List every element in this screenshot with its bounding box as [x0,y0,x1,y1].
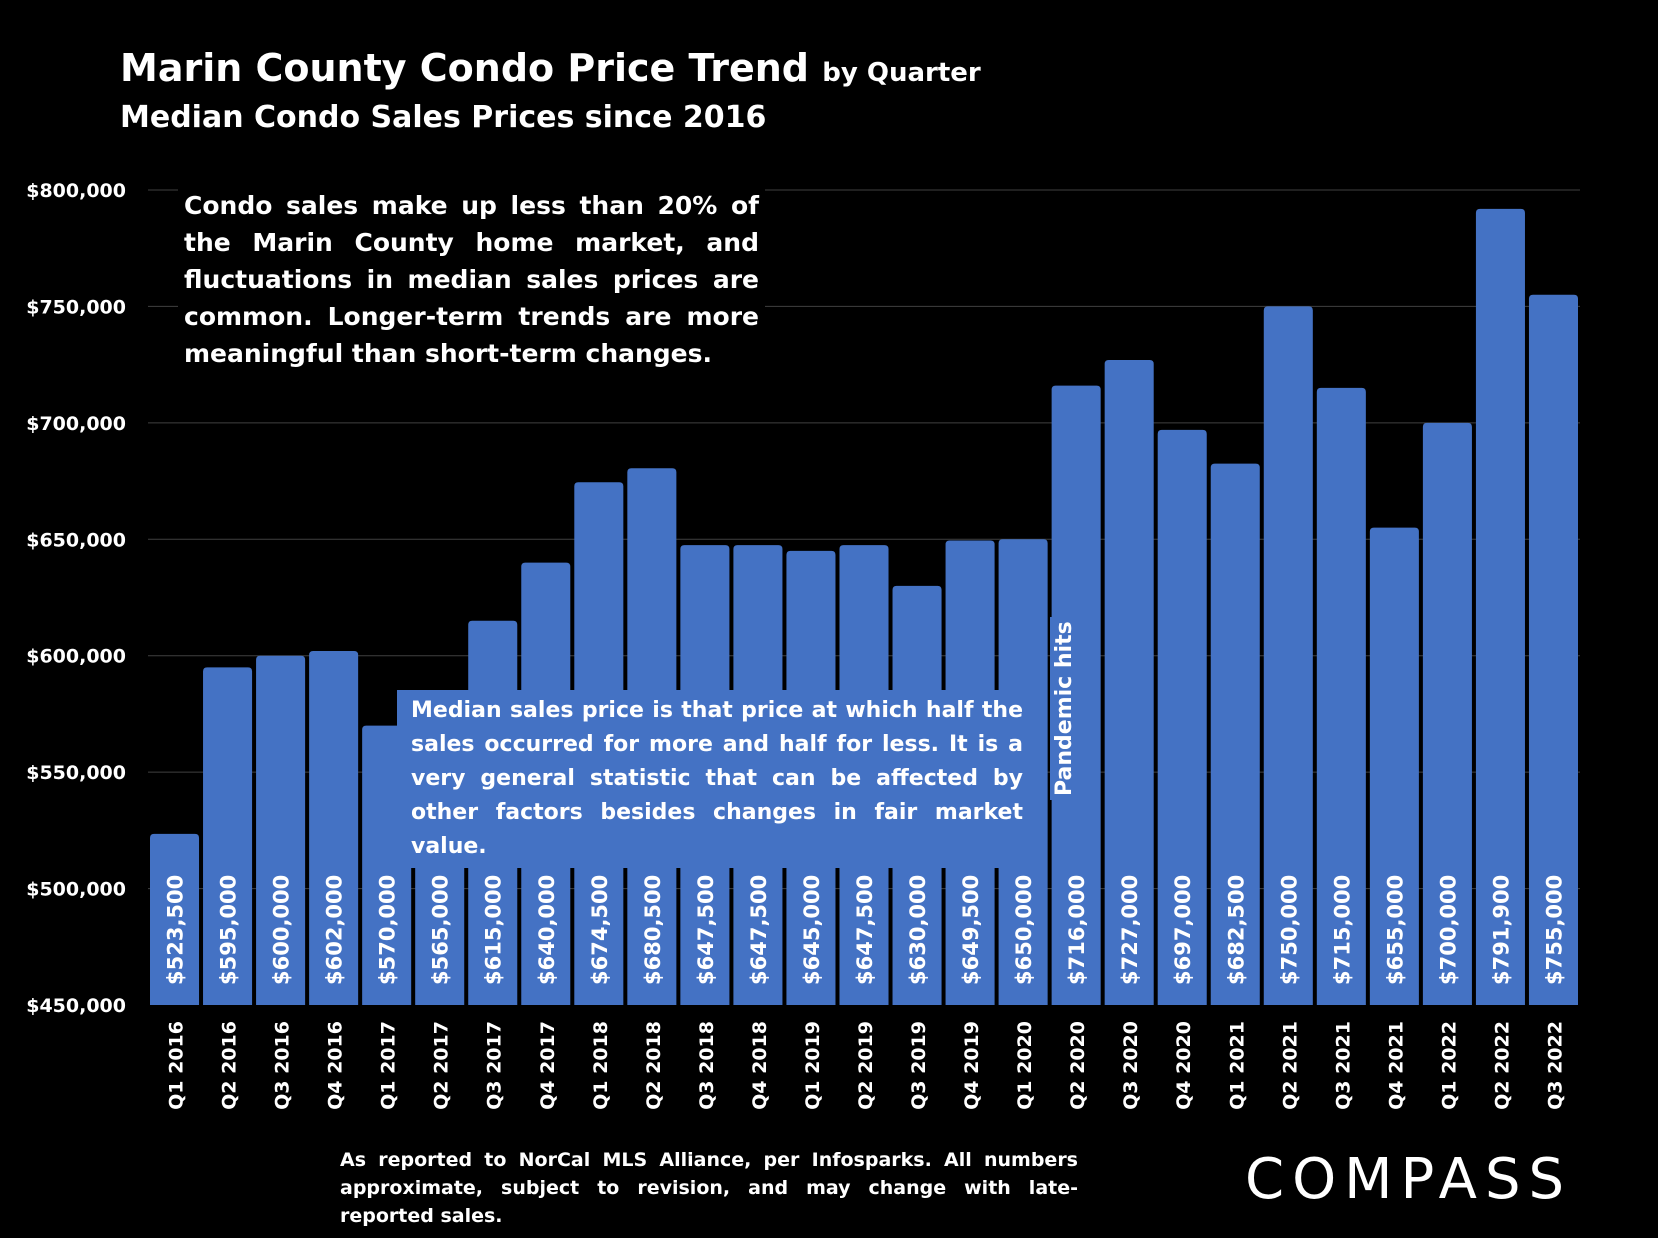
x-tick-label: Q2 2021 [1279,1021,1301,1110]
bar-value-label: $570,000 [376,875,400,985]
x-tick-label: Q1 2018 [590,1021,612,1110]
bar-value-label: $615,000 [482,875,506,985]
bar [1422,422,1472,1005]
bar-value-label: $647,500 [694,875,718,985]
x-tick-label: Q1 2021 [1226,1021,1248,1110]
bars [150,208,1578,1006]
x-tick-label: Q4 2021 [1385,1021,1407,1110]
x-tick-label: Q2 2019 [855,1021,877,1110]
bar-value-label: $602,000 [323,875,347,985]
bar [1528,294,1578,1005]
pandemic-label: Pandemic hits [1050,617,1079,800]
x-tick-label: Q2 2017 [431,1021,453,1110]
x-axis-labels: Q1 2016 Q2 2016 Q3 2016 Q4 2016 Q1 2017 Q2 20… [166,1021,1567,1110]
bar-value-label: $595,000 [217,875,241,985]
bar-value-label: $716,000 [1065,875,1089,985]
x-tick-label: Q4 2018 [749,1021,771,1110]
bar [1104,359,1154,1005]
bar-value-label: $565,000 [429,875,453,985]
bar-value-label: $750,000 [1277,875,1301,985]
y-tick-label: $450,000 [26,995,126,1017]
y-tick-label: $800,000 [26,180,126,202]
x-tick-label: Q2 2022 [1491,1021,1513,1110]
bar-value-label: $680,500 [641,875,665,985]
bar-value-label: $682,500 [1224,875,1248,985]
bar-value-label: $600,000 [270,875,294,985]
bar-value-label: $647,500 [853,875,877,985]
bar-value-label: $700,000 [1436,875,1460,985]
source-footnote: As reported to NorCal MLS Alliance, per … [340,1149,1078,1227]
chart-title-suffix: by Quarter [822,58,981,88]
bar-value-label: $523,500 [164,875,188,985]
x-tick-label: Q3 2021 [1332,1021,1354,1110]
bar-value-label: $640,000 [535,875,559,985]
median-definition-note: Median sales price is that price at whic… [397,690,1037,868]
x-tick-label: Q1 2022 [1438,1021,1460,1110]
bar [1210,463,1260,1005]
bar-value-label: $650,000 [1012,875,1036,985]
x-tick-label: Q1 2017 [378,1021,400,1110]
x-tick-label: Q3 2020 [1120,1021,1142,1110]
x-tick-label: Q1 2019 [802,1021,824,1110]
bar-value-label: $715,000 [1330,875,1354,985]
bar [1316,387,1366,1005]
bar-value-label: $755,000 [1542,875,1566,985]
bar [203,667,253,1005]
x-tick-label: Q3 2017 [484,1021,506,1110]
x-tick-label: Q2 2016 [219,1021,241,1110]
x-tick-label: Q1 2020 [1014,1021,1036,1110]
bar [1369,527,1419,1005]
bar-value-label: $655,000 [1383,875,1407,985]
x-tick-label: Q3 2019 [908,1021,930,1110]
bar-value-label: $645,000 [800,875,824,985]
y-tick-label: $750,000 [26,296,126,318]
bar [150,833,200,1005]
x-tick-label: Q2 2018 [643,1021,665,1110]
bar [1157,429,1207,1005]
x-tick-label: Q4 2017 [537,1021,559,1110]
y-tick-label: $550,000 [26,762,126,784]
y-tick-label: $700,000 [26,413,126,435]
y-axis-labels: $450,000 $500,000 $550,000 $600,000 $650,000… [26,180,126,1017]
x-tick-label: Q1 2016 [166,1021,188,1110]
bar-value-label: $727,000 [1118,875,1142,985]
x-tick-label: Q3 2018 [696,1021,718,1110]
x-tick-label: Q2 2020 [1067,1021,1089,1110]
bar-value-label: $649,500 [959,875,983,985]
bar-value-label: $674,500 [588,875,612,985]
x-tick-label: Q4 2019 [961,1021,983,1110]
y-tick-label: $600,000 [26,646,126,668]
bar [1475,208,1525,1005]
bar-value-label: $791,900 [1489,875,1513,985]
bar-value-label: $630,000 [906,875,930,985]
chart-title-main: Marin County Condo Price Trend [120,46,810,90]
bar [1263,306,1313,1005]
x-tick-label: Q3 2022 [1544,1021,1566,1110]
x-tick-label: Q4 2020 [1173,1021,1195,1110]
x-tick-label: Q4 2016 [325,1021,347,1110]
bar [309,651,359,1005]
chart-title: Marin County Condo Price Trend by Quarte… [120,46,981,90]
bar-value-label: $647,500 [747,875,771,985]
x-tick-label: Q3 2016 [272,1021,294,1110]
bar [256,655,306,1005]
market-share-note: Condo sales make up less than 20% of the… [178,185,765,374]
chart-subtitle: Median Condo Sales Prices since 2016 [120,100,767,135]
bar-value-label: $697,000 [1171,875,1195,985]
y-tick-label: $500,000 [26,879,126,901]
compass-logo: COMPASS [1245,1147,1573,1212]
value-labels: $523,500 $595,000 $600,000 $602,000 $570,000… [164,875,1567,985]
y-tick-label: $650,000 [26,529,126,551]
